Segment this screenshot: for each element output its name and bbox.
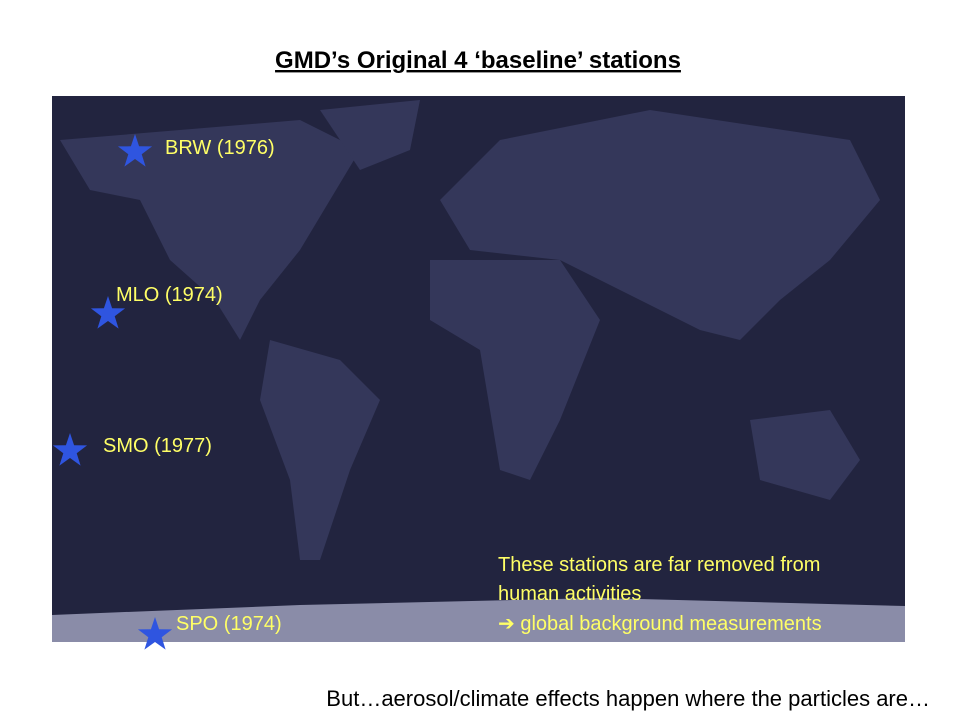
station-star bbox=[117, 134, 153, 167]
south-america bbox=[260, 340, 380, 560]
world-map bbox=[52, 96, 905, 642]
africa bbox=[430, 260, 600, 480]
note-line: These stations are far removed from bbox=[498, 554, 820, 576]
north-america bbox=[60, 120, 360, 340]
eurasia bbox=[440, 110, 880, 340]
station-star bbox=[52, 433, 88, 466]
australia bbox=[750, 410, 860, 500]
greenland bbox=[320, 100, 420, 170]
slide-title: GMD’s Original 4 ‘baseline’ stations bbox=[275, 47, 681, 74]
note-line: human activities bbox=[498, 583, 641, 605]
note-line: ➔ global background measurements bbox=[498, 613, 822, 635]
station-label: SMO (1977) bbox=[103, 435, 212, 457]
antarctica bbox=[52, 598, 905, 642]
station-star bbox=[90, 296, 126, 329]
station-label: SPO (1974) bbox=[176, 613, 282, 635]
continents bbox=[52, 100, 905, 642]
station-star bbox=[137, 617, 173, 650]
footer-text: But…aerosol/climate effects happen where… bbox=[326, 686, 930, 711]
station-stars bbox=[52, 134, 173, 650]
station-label: BRW (1976) bbox=[165, 137, 275, 159]
station-label: MLO (1974) bbox=[116, 284, 223, 306]
